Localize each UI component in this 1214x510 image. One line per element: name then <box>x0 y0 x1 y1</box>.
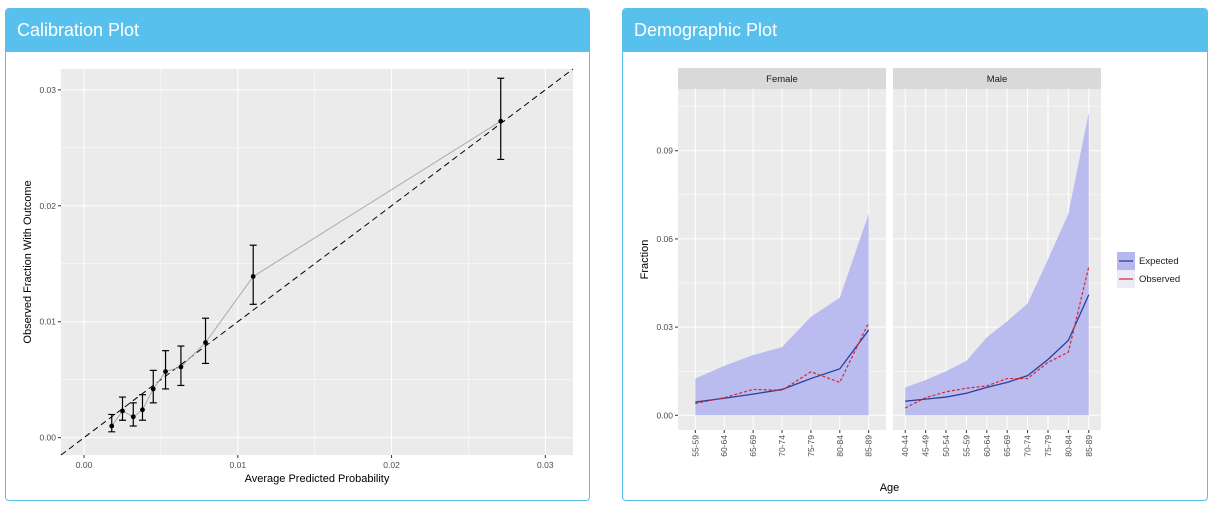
x-tick-label: 65-69 <box>1002 435 1012 457</box>
y-tick-label: 0.00 <box>39 433 56 443</box>
x-tick-label: 50-54 <box>941 435 951 457</box>
confidence-ribbon <box>905 112 1089 416</box>
x-tick-label: 70-74 <box>777 435 787 457</box>
calibration-point <box>130 414 136 420</box>
y-axis-title: Fraction <box>639 240 651 280</box>
x-tick-label: 0.02 <box>383 460 400 470</box>
x-tick-label: 70-74 <box>1023 435 1033 457</box>
x-tick-label: 85-89 <box>864 435 874 457</box>
observed-line <box>904 266 1090 409</box>
calibration-chart: 0.00 0.00 0.01 0.01 0.02 0.02 0.03 0.03 Average … <box>22 68 574 485</box>
y-tick-label: 0.09 <box>656 146 673 156</box>
calibration-point <box>250 274 256 279</box>
calibration-point <box>163 369 168 374</box>
y-tick-label: 0.02 <box>39 201 56 211</box>
calibration-point <box>150 386 156 392</box>
calibration-connecting-line <box>111 120 502 427</box>
x-axis-title: Average Predicted Probability <box>245 473 390 485</box>
x-tick-label: 45-49 <box>921 435 931 457</box>
y-tick-label: 0.00 <box>656 410 673 420</box>
expected-line <box>695 329 870 403</box>
x-tick-label: 55-59 <box>690 435 700 457</box>
x-tick-label: 60-64 <box>719 435 729 457</box>
x-tick-label: 65-69 <box>748 435 758 457</box>
y-tick-label: 0.01 <box>39 317 56 327</box>
y-tick-label: 0.03 <box>656 322 673 332</box>
calibration-point <box>498 118 504 124</box>
x-tick-label: 85-89 <box>1084 435 1094 457</box>
x-tick-label: 80-84 <box>1063 435 1073 457</box>
demographic-panel-title: Demographic Plot <box>623 9 1207 52</box>
calibration-point <box>178 364 184 370</box>
x-tick-label: 75-79 <box>1043 435 1053 457</box>
calibration-point <box>140 407 145 413</box>
calibration-plot-area: 0.00 0.00 0.01 0.01 0.02 0.02 0.03 0.03 Average … <box>6 53 589 500</box>
demographic-chart: Female 55-59 60-64 65-69 70-74 75-79 80-84 85-8… <box>639 68 1180 494</box>
calibration-panel: Calibration Plot 0.00 0.00 0.01 0.01 0.02 0.0… <box>5 8 590 501</box>
x-tick-label: 0.03 <box>537 460 554 470</box>
y-axis-title: Observed Fraction With Outcome <box>22 180 34 343</box>
reference-diagonal-line <box>60 68 574 456</box>
facet-strip-label: Female <box>766 74 798 85</box>
confidence-ribbon <box>695 213 869 416</box>
calibration-point <box>120 408 125 414</box>
x-tick-label: 60-64 <box>982 435 992 457</box>
demographic-plot-area: Female 55-59 60-64 65-69 70-74 75-79 80-84 85-8… <box>623 53 1207 500</box>
x-tick-label: 80-84 <box>835 435 845 457</box>
x-axis-title: Age <box>880 482 900 494</box>
y-tick-label: 0.03 <box>39 85 56 95</box>
x-tick-label: 55-59 <box>961 435 971 457</box>
expected-line <box>905 294 1090 402</box>
calibration-panel-title: Calibration Plot <box>6 9 589 52</box>
legend-label-expected: Expected <box>1139 256 1179 267</box>
x-tick-label: 0.01 <box>230 460 247 470</box>
facet-strip-label: Male <box>987 74 1008 85</box>
facet-strip <box>893 68 1101 89</box>
facet-strip <box>678 68 886 89</box>
x-tick-label: 75-79 <box>806 435 816 457</box>
calibration-point <box>109 423 115 429</box>
demographic-panel: Demographic Plot Female 55-59 60-64 65-69 70… <box>622 8 1208 501</box>
legend-label-observed: Observed <box>1139 274 1180 285</box>
x-tick-label: 40-44 <box>900 435 910 457</box>
x-tick-label: 0.00 <box>76 460 93 470</box>
y-tick-label: 0.06 <box>656 234 673 244</box>
calibration-point <box>203 340 208 345</box>
